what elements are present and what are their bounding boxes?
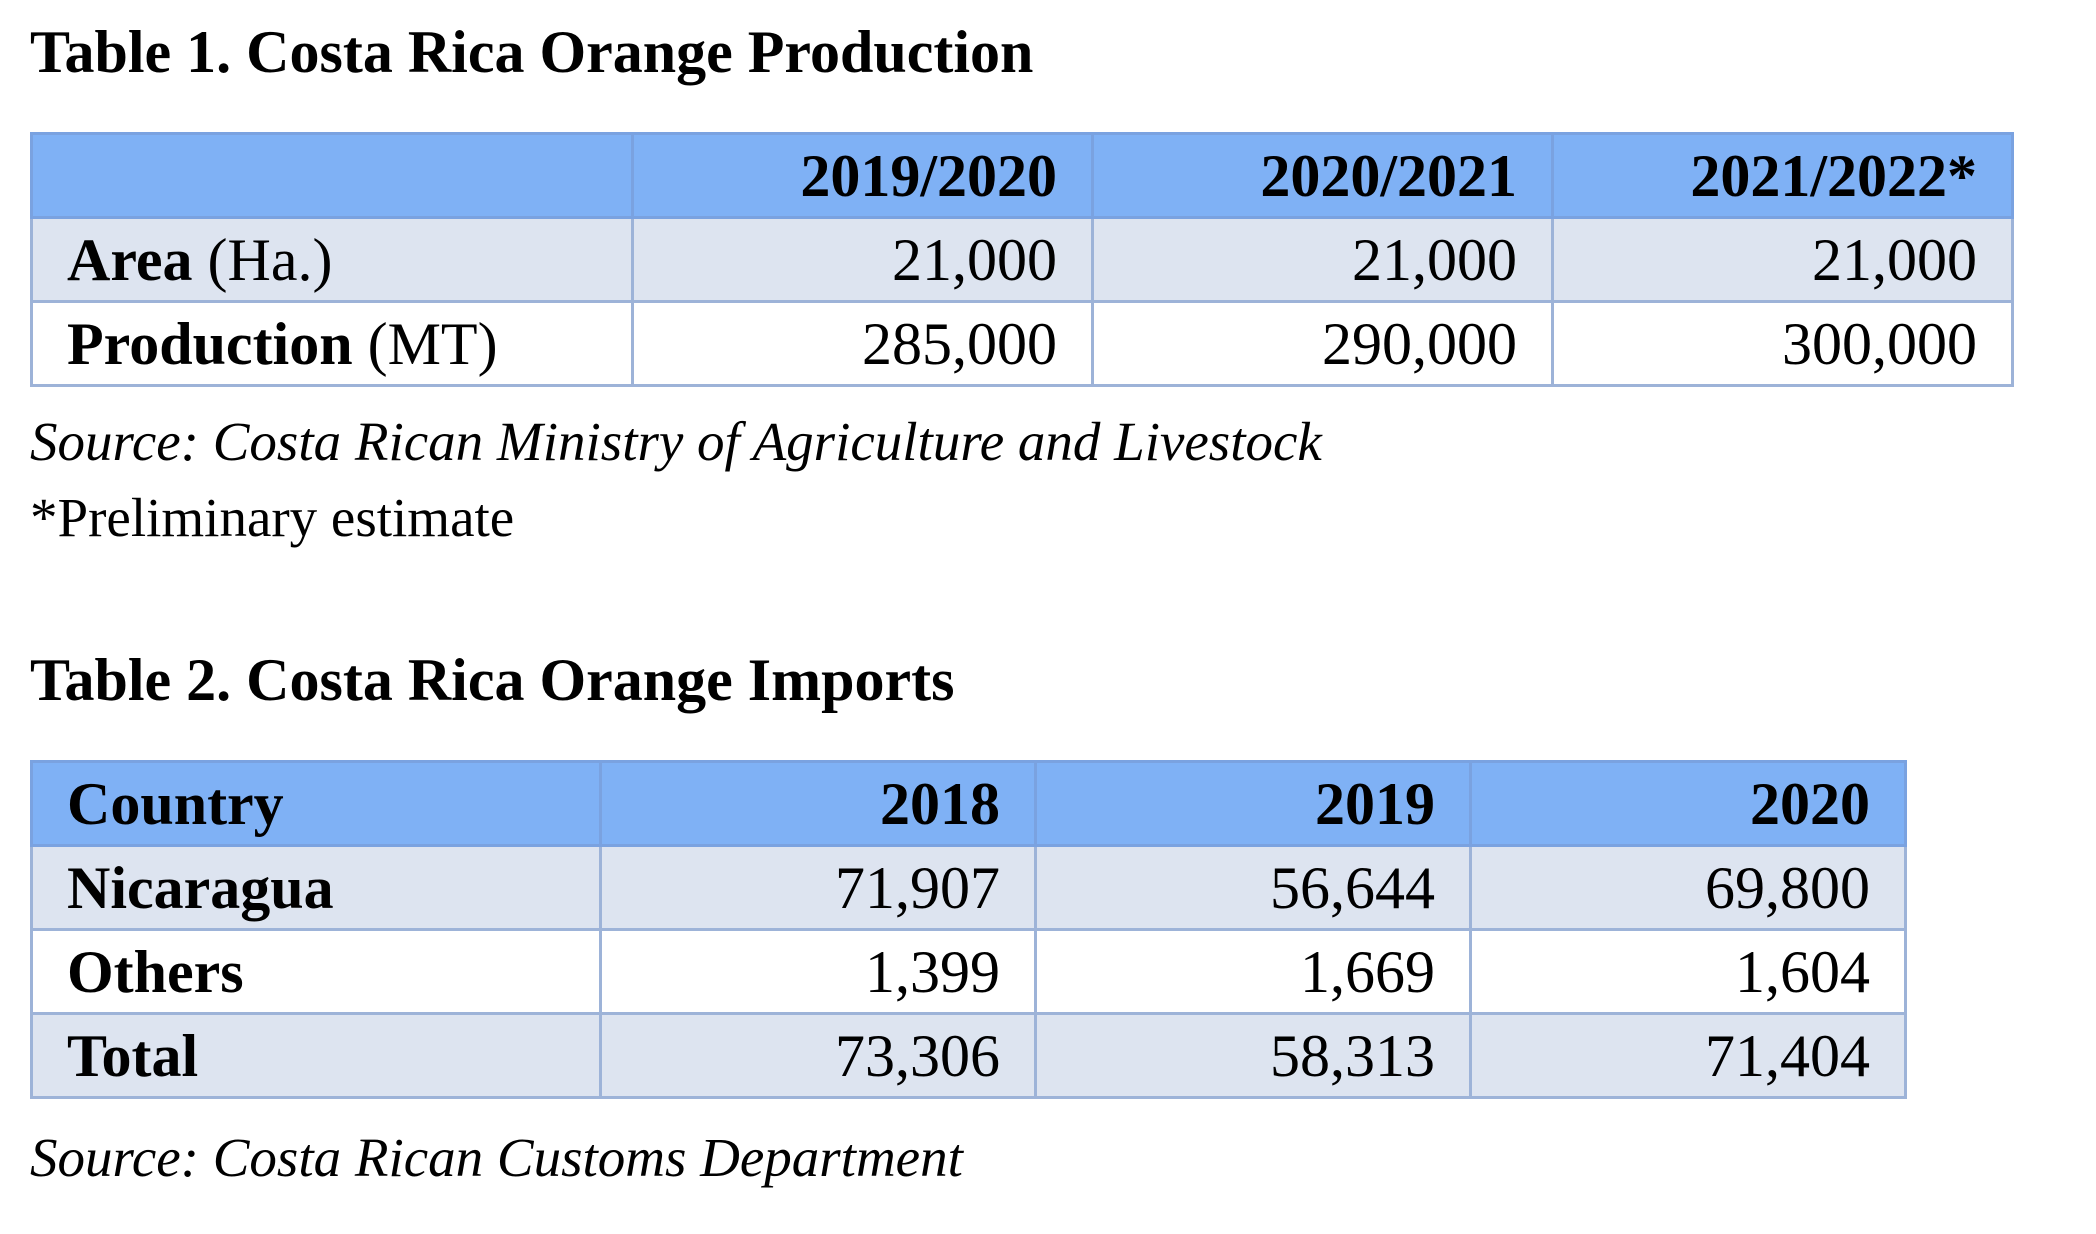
table2: Country 2018 2019 2020 Nicaragua 71,907 … — [30, 760, 1907, 1099]
table-cell: 73,306 — [599, 1012, 1037, 1099]
table1-header-cell: 2019/2020 — [631, 132, 1094, 219]
table-cell: 285,000 — [631, 300, 1094, 387]
table1-footnote: *Preliminary estimate — [30, 487, 515, 548]
table2-header-cell: 2018 — [599, 760, 1037, 847]
row-label: Production (MT) — [30, 300, 634, 387]
row-label: Area (Ha.) — [30, 216, 634, 303]
table-cell: 69,800 — [1469, 844, 1907, 931]
table2-section: Table 2. Costa Rica Orange Imports — [30, 650, 954, 710]
table-row: Others 1,399 1,669 1,604 — [30, 928, 1907, 1015]
table1: 2019/2020 2020/2021 2021/2022* Area (Ha.… — [30, 132, 2014, 387]
table2-source-block: Source: Costa Rican Customs Department — [30, 1130, 963, 1185]
table-cell: 290,000 — [1091, 300, 1554, 387]
table1-header-row: 2019/2020 2020/2021 2021/2022* — [30, 132, 2014, 219]
table-cell: 58,313 — [1034, 1012, 1472, 1099]
row-label: Nicaragua — [30, 844, 602, 931]
table-cell: 21,000 — [1551, 216, 2014, 303]
table1-note-block: *Preliminary estimate — [30, 490, 514, 545]
table1-header-cell: 2020/2021 — [1091, 132, 1554, 219]
table-cell: 21,000 — [1091, 216, 1554, 303]
table1-source-block: Source: Costa Rican Ministry of Agricult… — [30, 414, 1322, 469]
table-cell: 300,000 — [1551, 300, 2014, 387]
row-label-name: Area — [67, 226, 193, 293]
row-label-name: Production — [67, 310, 353, 377]
table2-header-cell: Country — [30, 760, 602, 847]
table1-section: Table 1. Costa Rica Orange Production — [30, 22, 1033, 82]
table2-container: Country 2018 2019 2020 Nicaragua 71,907 … — [30, 760, 1907, 1099]
table1-container: 2019/2020 2020/2021 2021/2022* Area (Ha.… — [30, 132, 2014, 387]
row-label: Others — [30, 928, 602, 1015]
table2-title: Table 2. Costa Rica Orange Imports — [30, 647, 955, 713]
table-row: Area (Ha.) 21,000 21,000 21,000 — [30, 216, 2014, 303]
table1-title: Table 1. Costa Rica Orange Production — [30, 19, 1034, 85]
table-cell: 56,644 — [1034, 844, 1472, 931]
row-label-unit: (MT) — [352, 310, 498, 377]
table-row: Production (MT) 285,000 290,000 300,000 — [30, 300, 2014, 387]
table2-header-cell: 2019 — [1034, 760, 1472, 847]
table2-header-row: Country 2018 2019 2020 — [30, 760, 1907, 847]
table1-source: Source: Costa Rican Ministry of Agricult… — [30, 411, 1322, 472]
table-row: Nicaragua 71,907 56,644 69,800 — [30, 844, 1907, 931]
table1-header-cell: 2021/2022* — [1551, 132, 2014, 219]
table1-header-cell — [30, 132, 634, 219]
table2-source: Source: Costa Rican Customs Department — [30, 1127, 963, 1188]
table-cell: 1,399 — [599, 928, 1037, 1015]
table-cell: 1,669 — [1034, 928, 1472, 1015]
row-label: Total — [30, 1012, 602, 1099]
table-row: Total 73,306 58,313 71,404 — [30, 1012, 1907, 1099]
table-cell: 71,404 — [1469, 1012, 1907, 1099]
table2-header-cell: 2020 — [1469, 760, 1907, 847]
table-cell: 1,604 — [1469, 928, 1907, 1015]
row-label-unit: (Ha.) — [192, 226, 333, 293]
table-cell: 21,000 — [631, 216, 1094, 303]
table-cell: 71,907 — [599, 844, 1037, 931]
